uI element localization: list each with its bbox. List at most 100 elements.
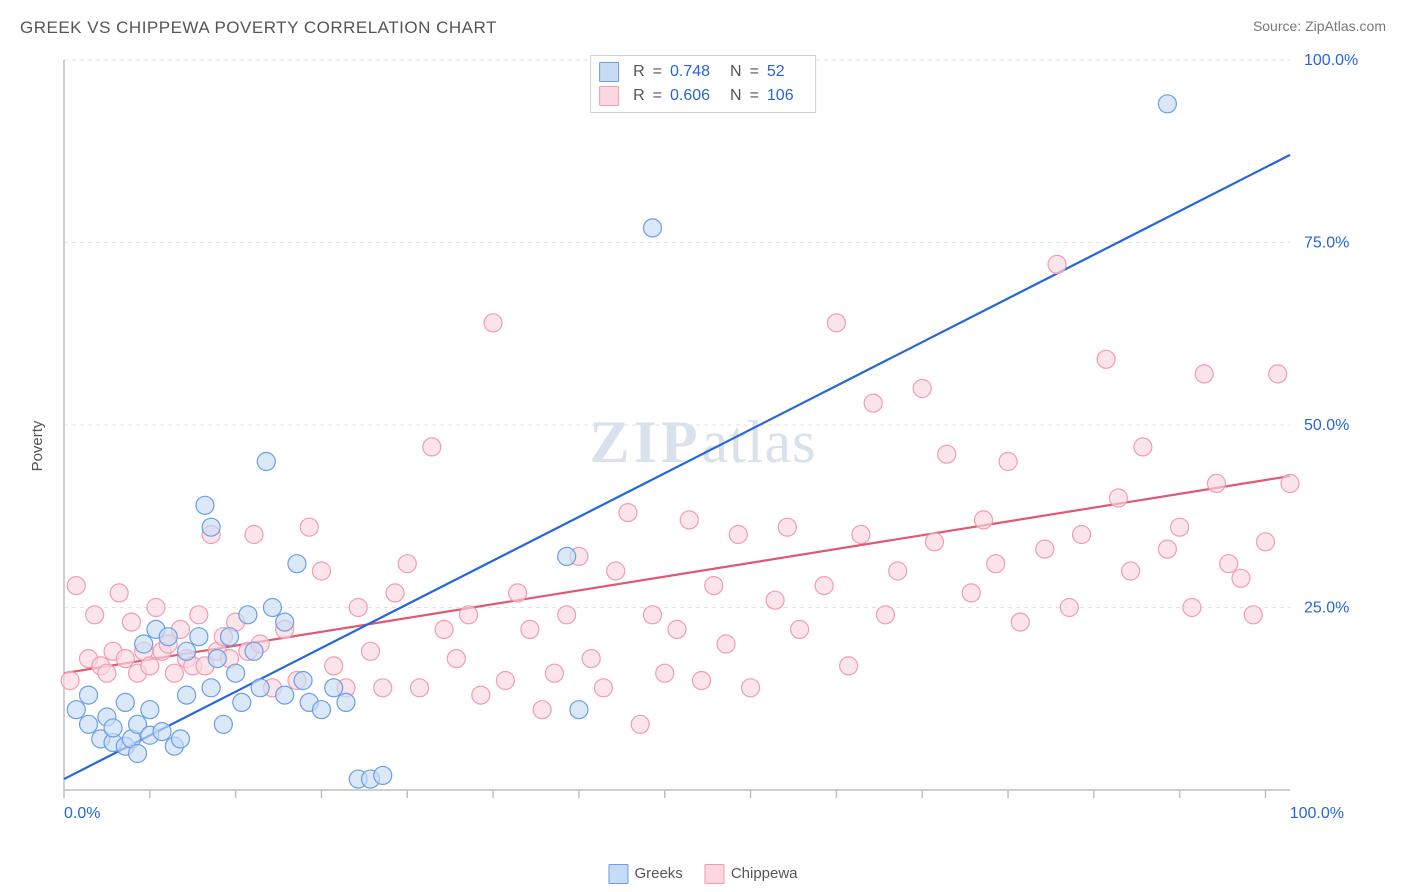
point-chippewa — [86, 606, 104, 624]
point-greeks — [80, 715, 98, 733]
point-chippewa — [61, 672, 79, 690]
legend-N-label: N — [730, 63, 742, 81]
point-chippewa — [999, 453, 1017, 471]
point-chippewa — [1011, 613, 1029, 631]
point-chippewa — [778, 518, 796, 536]
legend-R-value: 0.748 — [670, 63, 722, 81]
point-chippewa — [349, 599, 367, 617]
point-chippewa — [190, 606, 208, 624]
point-greeks — [202, 518, 220, 536]
point-chippewa — [98, 664, 116, 682]
point-chippewa — [705, 577, 723, 595]
point-greeks — [190, 628, 208, 646]
point-chippewa — [435, 620, 453, 638]
legend-swatch-chippewa — [599, 86, 619, 106]
y-tick-label: 50.0% — [1304, 417, 1349, 434]
series-legend: Greeks Chippewa — [608, 864, 797, 884]
point-chippewa — [607, 562, 625, 580]
point-chippewa — [245, 526, 263, 544]
point-chippewa — [913, 380, 931, 398]
point-chippewa — [938, 445, 956, 463]
point-chippewa — [1232, 569, 1250, 587]
correlation-legend: R=0.748N=52R=0.606N=106 — [590, 55, 816, 113]
point-greeks — [245, 642, 263, 660]
regression-line-greeks — [64, 155, 1290, 779]
point-chippewa — [1048, 255, 1066, 273]
y-tick-label: 75.0% — [1304, 235, 1349, 252]
point-chippewa — [766, 591, 784, 609]
legend-row-greeks: R=0.748N=52 — [599, 60, 803, 84]
legend-eq: = — [653, 87, 662, 105]
point-chippewa — [656, 664, 674, 682]
point-chippewa — [460, 606, 478, 624]
source-label: Source: — [1253, 18, 1305, 34]
point-chippewa — [110, 584, 128, 602]
point-chippewa — [827, 314, 845, 332]
legend-N-value: 52 — [767, 63, 803, 81]
point-greeks — [325, 679, 343, 697]
point-chippewa — [386, 584, 404, 602]
source-attribution: Source: ZipAtlas.com — [1253, 18, 1386, 34]
point-greeks — [288, 555, 306, 573]
point-chippewa — [496, 672, 514, 690]
point-chippewa — [509, 584, 527, 602]
point-greeks — [294, 672, 312, 690]
point-greeks — [257, 453, 275, 471]
point-chippewa — [147, 599, 165, 617]
point-greeks — [276, 613, 294, 631]
bottom-swatch-chippewa — [705, 864, 725, 884]
point-chippewa — [717, 635, 735, 653]
point-chippewa — [1073, 526, 1091, 544]
point-chippewa — [325, 657, 343, 675]
scatter-plot: 25.0%50.0%75.0%100.0%0.0%100.0% — [60, 50, 1380, 830]
point-greeks — [312, 701, 330, 719]
point-chippewa — [815, 577, 833, 595]
x-axis-label-left: 0.0% — [64, 805, 100, 822]
point-chippewa — [521, 620, 539, 638]
point-chippewa — [962, 584, 980, 602]
point-chippewa — [852, 526, 870, 544]
point-greeks — [196, 496, 214, 514]
y-axis-label: Poverty — [29, 421, 46, 472]
point-chippewa — [300, 518, 318, 536]
point-chippewa — [545, 664, 563, 682]
point-chippewa — [1097, 350, 1115, 368]
point-greeks — [251, 679, 269, 697]
point-greeks — [67, 701, 85, 719]
legend-eq: = — [750, 63, 759, 81]
source-link[interactable]: ZipAtlas.com — [1305, 18, 1386, 34]
point-chippewa — [876, 606, 894, 624]
bottom-legend-label: Chippewa — [731, 865, 798, 882]
point-greeks — [239, 606, 257, 624]
point-greeks — [208, 650, 226, 668]
point-chippewa — [1269, 365, 1287, 383]
legend-eq: = — [750, 87, 759, 105]
point-chippewa — [594, 679, 612, 697]
point-chippewa — [987, 555, 1005, 573]
point-chippewa — [1122, 562, 1140, 580]
point-chippewa — [680, 511, 698, 529]
point-chippewa — [472, 686, 490, 704]
point-chippewa — [1158, 540, 1176, 558]
point-chippewa — [864, 394, 882, 412]
point-chippewa — [791, 620, 809, 638]
bottom-legend-label: Greeks — [634, 865, 682, 882]
point-greeks — [558, 547, 576, 565]
point-chippewa — [374, 679, 392, 697]
point-greeks — [570, 701, 588, 719]
point-chippewa — [1207, 474, 1225, 492]
point-greeks — [104, 719, 122, 737]
bottom-legend-item-greeks: Greeks — [608, 864, 682, 884]
point-greeks — [337, 693, 355, 711]
point-greeks — [141, 701, 159, 719]
point-greeks — [178, 642, 196, 660]
point-greeks — [129, 745, 147, 763]
point-chippewa — [925, 533, 943, 551]
bottom-legend-item-chippewa: Chippewa — [705, 864, 798, 884]
point-chippewa — [122, 613, 140, 631]
point-greeks — [263, 599, 281, 617]
point-chippewa — [1281, 474, 1299, 492]
point-greeks — [178, 686, 196, 704]
point-chippewa — [1220, 555, 1238, 573]
point-chippewa — [643, 606, 661, 624]
